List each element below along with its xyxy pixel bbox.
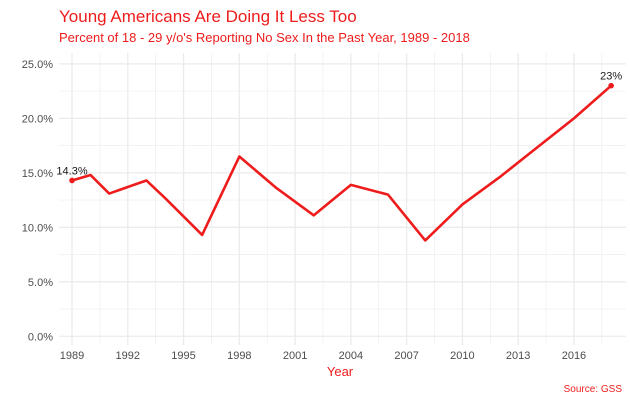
y-tick-label: 0.0% <box>28 331 53 343</box>
y-tick-label: 15.0% <box>22 168 53 180</box>
x-tick-label: 2004 <box>339 350 363 362</box>
y-tick-label: 20.0% <box>22 113 53 125</box>
x-axis-tick-labels: 1989 1992 1995 1998 2001 2004 2007 2010 2013 2016 <box>60 350 586 362</box>
x-tick-label: 1989 <box>60 350 84 362</box>
x-tick-label: 1995 <box>171 350 195 362</box>
caption-source: Source: GSS <box>564 384 623 395</box>
chart-title: Young Americans Are Doing It Less Too <box>59 7 357 26</box>
x-tick-label: 2007 <box>394 350 418 362</box>
data-point-marker <box>69 177 75 184</box>
data-label-layer: 14.3% 23% <box>56 71 622 184</box>
x-tick-label: 1992 <box>116 350 140 362</box>
y-tick-label: 5.0% <box>28 277 53 289</box>
data-label: 23% <box>600 71 622 83</box>
y-axis-tick-labels: 0.0% 5.0% 10.0% 15.0% 20.0% 25.0% <box>22 59 53 343</box>
x-tick-label: 2013 <box>506 350 530 362</box>
x-tick-label: 2010 <box>450 350 474 362</box>
x-tick-label: 2001 <box>283 350 307 362</box>
data-label: 14.3% <box>56 165 87 177</box>
x-axis-title: Year <box>327 364 354 379</box>
x-tick-label: 1998 <box>227 350 251 362</box>
series-line <box>70 84 613 242</box>
series-layer <box>70 84 613 242</box>
x-tick-label: 2016 <box>562 350 586 362</box>
grid-lines <box>59 53 626 345</box>
y-tick-label: 25.0% <box>22 59 53 71</box>
data-point-marker <box>608 82 614 89</box>
y-tick-label: 10.0% <box>22 222 53 234</box>
chart-subtitle: Percent of 18 - 29 y/o's Reporting No Se… <box>59 30 470 45</box>
